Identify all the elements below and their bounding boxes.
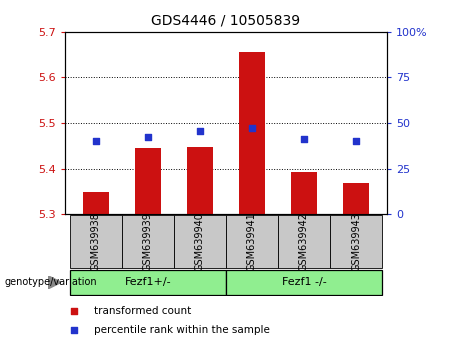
Text: GSM639938: GSM639938 bbox=[91, 212, 101, 271]
Bar bbox=[291, 172, 317, 214]
Text: GSM639943: GSM639943 bbox=[351, 212, 361, 271]
Bar bbox=[239, 52, 265, 214]
Polygon shape bbox=[48, 276, 61, 289]
Point bbox=[71, 327, 78, 332]
Text: genotype/variation: genotype/variation bbox=[5, 277, 97, 287]
Point bbox=[71, 308, 78, 314]
Text: GSM639940: GSM639940 bbox=[195, 212, 205, 271]
Bar bbox=[343, 183, 369, 214]
Text: Fezf1 -/-: Fezf1 -/- bbox=[282, 277, 326, 287]
Title: GDS4446 / 10505839: GDS4446 / 10505839 bbox=[151, 14, 301, 28]
Text: Fezf1+/-: Fezf1+/- bbox=[124, 277, 171, 287]
FancyBboxPatch shape bbox=[226, 270, 382, 295]
FancyBboxPatch shape bbox=[174, 215, 225, 268]
Bar bbox=[135, 148, 161, 214]
FancyBboxPatch shape bbox=[70, 270, 225, 295]
Text: GSM639939: GSM639939 bbox=[143, 212, 153, 271]
Point bbox=[300, 136, 307, 141]
Point bbox=[144, 134, 152, 139]
Bar bbox=[83, 192, 109, 214]
Text: transformed count: transformed count bbox=[94, 306, 191, 316]
Point bbox=[196, 129, 204, 134]
FancyBboxPatch shape bbox=[122, 215, 174, 268]
Bar bbox=[187, 147, 213, 214]
FancyBboxPatch shape bbox=[70, 215, 122, 268]
Point bbox=[352, 138, 360, 144]
Text: GSM639941: GSM639941 bbox=[247, 212, 257, 271]
Point bbox=[92, 138, 100, 144]
FancyBboxPatch shape bbox=[330, 215, 382, 268]
FancyBboxPatch shape bbox=[226, 215, 278, 268]
Text: GSM639942: GSM639942 bbox=[299, 212, 309, 271]
Text: percentile rank within the sample: percentile rank within the sample bbox=[94, 325, 270, 335]
Point bbox=[248, 125, 255, 130]
FancyBboxPatch shape bbox=[278, 215, 330, 268]
